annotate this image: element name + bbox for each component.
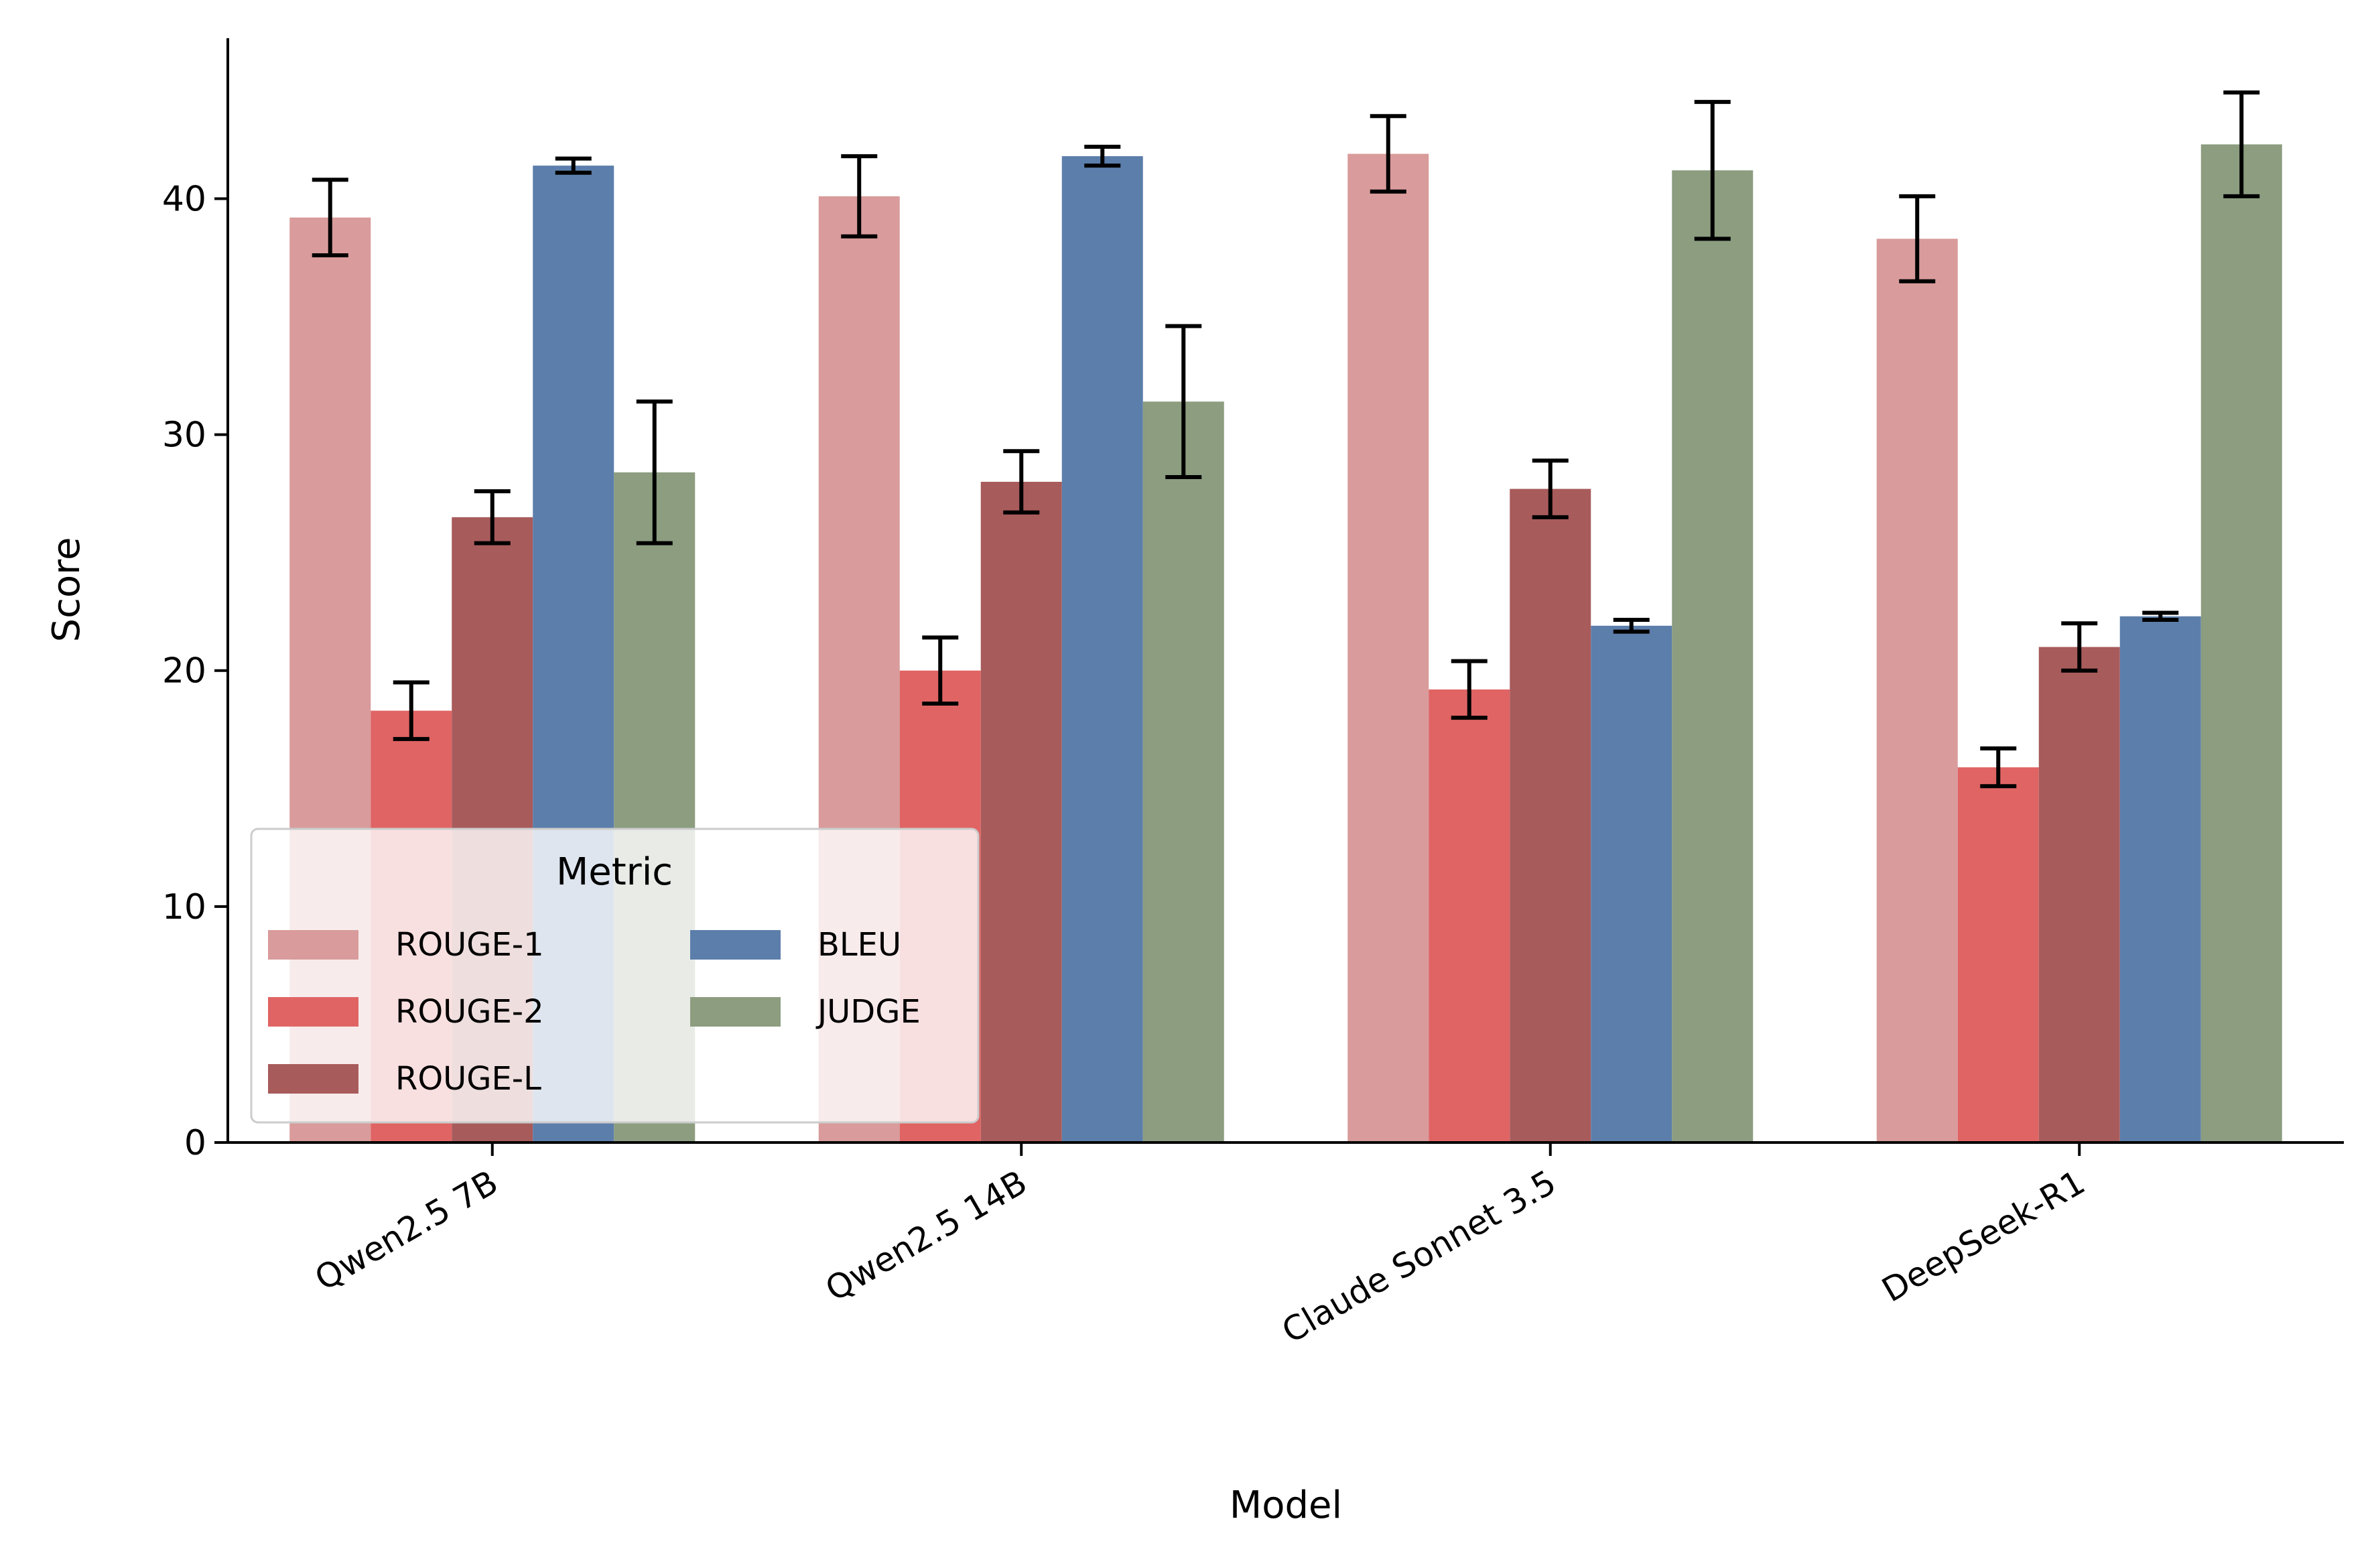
error-bar	[1165, 324, 1202, 479]
error-bar	[1003, 449, 1040, 515]
x-tick-label: Qwen2.5 14B	[819, 1163, 1033, 1309]
y-axis-label: Score	[45, 537, 88, 643]
legend-item-rouge-2: ROUGE-2	[268, 993, 544, 1031]
legend-item-judge: JUDGE	[690, 993, 921, 1031]
error-bar	[1084, 144, 1121, 168]
bar-rouge-l-3	[2038, 647, 2120, 1142]
bar-rouge-l-2	[1510, 488, 1591, 1142]
bar-rouge-2-2	[1429, 689, 1510, 1142]
error-bar	[922, 635, 959, 706]
bar-judge-1	[1142, 401, 1224, 1143]
x-tick-label: DeepSeek-R1	[1875, 1163, 2091, 1310]
y-tick-label: 30	[162, 415, 206, 456]
legend-label: ROUGE-1	[395, 926, 544, 964]
x-tick-label: Claude Sonnet 3.5	[1275, 1163, 1562, 1351]
error-bar	[1899, 194, 1936, 283]
legend-item-rouge-1: ROUGE-1	[268, 926, 544, 964]
error-bar	[1613, 618, 1650, 634]
bar-bleu-1	[1061, 156, 1143, 1143]
legend-title: Metric	[556, 850, 673, 894]
legend-swatch	[268, 930, 358, 960]
bar-rouge-2-3	[1957, 767, 2039, 1142]
bar-rouge-1-3	[1876, 239, 1958, 1142]
bar-rouge-1-2	[1347, 153, 1429, 1143]
error-bar	[2061, 621, 2098, 673]
error-bar	[312, 178, 348, 257]
error-bar	[1451, 659, 1488, 720]
legend-label: JUDGE	[815, 993, 921, 1031]
bar-rouge-l-1	[980, 482, 1062, 1142]
error-bar	[2223, 90, 2260, 198]
error-bar	[1370, 114, 1406, 194]
error-bar	[1694, 100, 1731, 241]
y-tick-label: 20	[162, 651, 206, 692]
error-bar	[1532, 458, 1569, 519]
error-bar	[555, 156, 592, 175]
error-bar	[1980, 746, 2017, 789]
legend-item-bleu: BLEU	[690, 926, 901, 964]
error-bars-layer	[312, 90, 2260, 789]
legend-label: ROUGE-L	[395, 1060, 541, 1098]
error-bar	[841, 154, 878, 239]
bar-judge-3	[2200, 144, 2282, 1142]
error-bar	[474, 489, 511, 545]
legend-swatch	[268, 997, 358, 1027]
bar-bleu-3	[2119, 616, 2201, 1142]
legend-label: ROUGE-2	[395, 993, 544, 1031]
y-tick-label: 0	[184, 1123, 206, 1163]
error-bar	[636, 399, 673, 545]
y-tick-label: 40	[162, 179, 206, 219]
legend: Metric ROUGE-1 ROUGE-2 ROUGE-L BLEU JUDGE	[250, 828, 980, 1124]
error-bar	[393, 680, 430, 741]
x-axis-label: Model	[1230, 1484, 1342, 1527]
x-tick-label: Qwen2.5 7B	[308, 1163, 504, 1298]
legend-box	[250, 828, 980, 1124]
legend-swatch	[690, 997, 781, 1027]
legend-swatch	[268, 1064, 358, 1094]
legend-label: BLEU	[817, 926, 901, 964]
legend-swatch	[690, 930, 781, 960]
legend-item-rouge-l: ROUGE-L	[268, 1060, 541, 1098]
bar-judge-2	[1672, 170, 1754, 1143]
y-tick-label: 10	[162, 887, 206, 927]
error-bar	[2142, 610, 2179, 623]
bar-bleu-2	[1591, 625, 1672, 1142]
